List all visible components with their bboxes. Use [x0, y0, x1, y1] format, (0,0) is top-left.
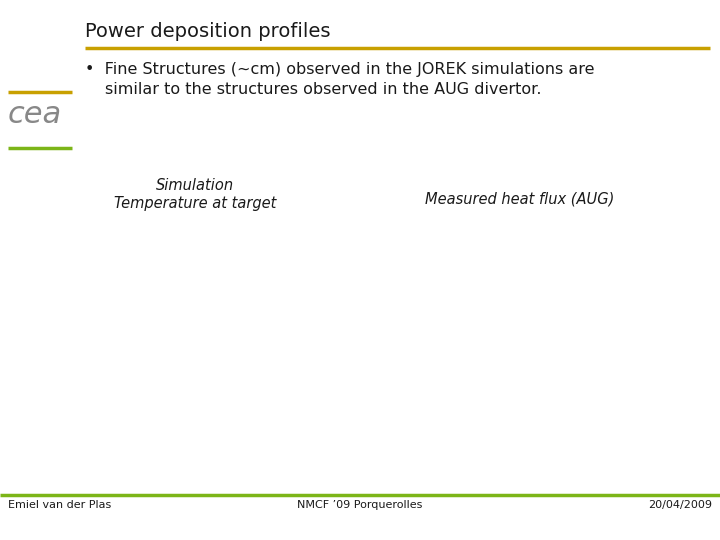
- Text: Power deposition profiles: Power deposition profiles: [85, 22, 330, 41]
- Text: Simulation: Simulation: [156, 178, 234, 193]
- Text: Emiel van der Plas: Emiel van der Plas: [8, 500, 112, 510]
- Text: •  Fine Structures (~cm) observed in the JOREK simulations are: • Fine Structures (~cm) observed in the …: [85, 62, 595, 77]
- Text: similar to the structures observed in the AUG divertor.: similar to the structures observed in th…: [105, 82, 541, 97]
- Text: 20/04/2009: 20/04/2009: [648, 500, 712, 510]
- Text: Temperature at target: Temperature at target: [114, 196, 276, 211]
- Text: Measured heat flux (AUG): Measured heat flux (AUG): [426, 192, 615, 207]
- Text: NMCF ’09 Porquerolles: NMCF ’09 Porquerolles: [297, 500, 423, 510]
- Text: cea: cea: [8, 100, 62, 129]
